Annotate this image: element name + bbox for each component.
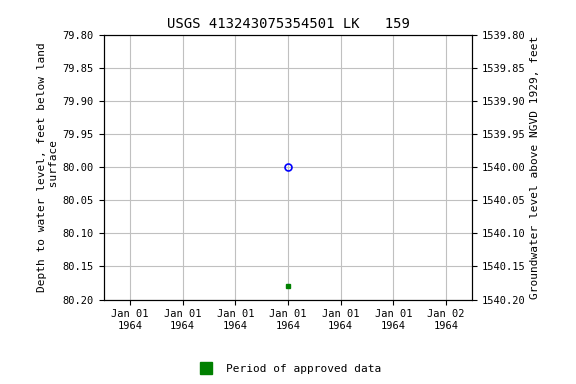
Y-axis label: Groundwater level above NGVD 1929, feet: Groundwater level above NGVD 1929, feet xyxy=(530,35,540,299)
Y-axis label: Depth to water level, feet below land
 surface: Depth to water level, feet below land su… xyxy=(37,42,59,292)
Legend: Period of approved data: Period of approved data xyxy=(191,359,385,379)
Title: USGS 413243075354501 LK   159: USGS 413243075354501 LK 159 xyxy=(166,17,410,31)
